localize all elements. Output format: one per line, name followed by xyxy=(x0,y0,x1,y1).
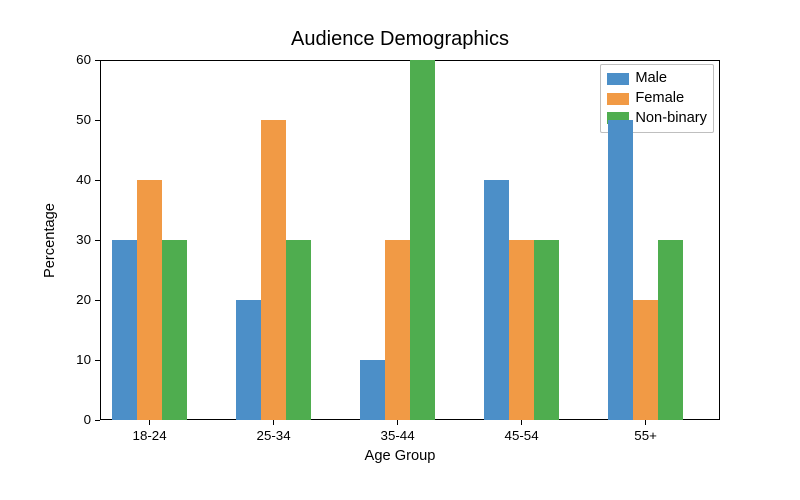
x-tick xyxy=(521,420,522,425)
y-tick xyxy=(95,240,100,241)
legend-label: Non-binary xyxy=(635,109,707,129)
y-tick xyxy=(95,360,100,361)
chart-title: Audience Demographics xyxy=(0,28,800,51)
x-tick xyxy=(645,420,646,425)
x-tick-label: 55+ xyxy=(616,428,676,443)
legend-swatch xyxy=(607,93,629,105)
y-tick xyxy=(95,300,100,301)
bar-female xyxy=(137,180,162,420)
x-tick-label: 25-34 xyxy=(244,428,304,443)
bar-male xyxy=(360,360,385,420)
legend-item: Female xyxy=(607,89,707,109)
bar-non-binary xyxy=(162,240,187,420)
y-tick xyxy=(95,120,100,121)
bar-female xyxy=(633,300,658,420)
spine-right xyxy=(719,60,720,420)
legend-label: Female xyxy=(635,89,684,109)
x-tick xyxy=(397,420,398,425)
y-tick-label: 50 xyxy=(76,112,91,127)
y-tick xyxy=(95,420,100,421)
spine-left xyxy=(100,60,101,420)
x-axis-label: Age Group xyxy=(0,448,800,464)
x-tick-label: 35-44 xyxy=(368,428,428,443)
plot-area: MaleFemaleNon-binary 010203040506018-242… xyxy=(100,60,720,420)
chart-figure: Audience Demographics Percentage MaleFem… xyxy=(0,0,800,500)
y-tick-label: 0 xyxy=(84,412,91,427)
x-tick xyxy=(149,420,150,425)
y-tick-label: 40 xyxy=(76,172,91,187)
y-tick xyxy=(95,180,100,181)
bar-male xyxy=(236,300,261,420)
y-axis-label: Percentage xyxy=(42,203,58,278)
x-tick xyxy=(273,420,274,425)
bar-male xyxy=(484,180,509,420)
x-tick-label: 45-54 xyxy=(492,428,552,443)
bar-non-binary xyxy=(658,240,683,420)
bar-non-binary xyxy=(410,60,435,420)
bar-female xyxy=(261,120,286,420)
y-tick-label: 60 xyxy=(76,52,91,67)
y-tick xyxy=(95,60,100,61)
bar-female xyxy=(385,240,410,420)
y-tick-label: 10 xyxy=(76,352,91,367)
bar-non-binary xyxy=(286,240,311,420)
y-tick-label: 20 xyxy=(76,292,91,307)
legend-swatch xyxy=(607,73,629,85)
bar-female xyxy=(509,240,534,420)
x-tick-label: 18-24 xyxy=(120,428,180,443)
y-tick-label: 30 xyxy=(76,232,91,247)
bar-male xyxy=(608,120,633,420)
legend-label: Male xyxy=(635,69,667,89)
bar-male xyxy=(112,240,137,420)
legend-item: Male xyxy=(607,69,707,89)
bar-non-binary xyxy=(534,240,559,420)
